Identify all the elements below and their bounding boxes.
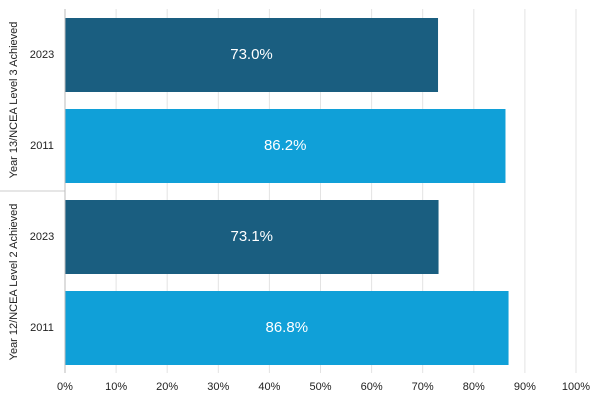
y-tick-label: 2023 <box>30 49 54 61</box>
y-tick-label: 2011 <box>30 322 54 334</box>
x-tick-label: 50% <box>309 381 331 393</box>
value-label: 86.2% <box>264 137 307 154</box>
bar <box>65 109 506 183</box>
x-tick-label: 80% <box>463 381 485 393</box>
bar <box>65 200 439 274</box>
value-label: 73.1% <box>230 228 273 245</box>
x-tick-label: 60% <box>361 381 383 393</box>
x-tick-label: 20% <box>156 381 178 393</box>
bar <box>65 18 439 92</box>
value-label: 86.8% <box>266 319 309 336</box>
x-tick-label: 40% <box>258 381 280 393</box>
x-tick-label: 30% <box>207 381 229 393</box>
x-tick-label: 0% <box>57 381 73 393</box>
x-tick-label: 10% <box>105 381 127 393</box>
x-tick-label: 70% <box>412 381 434 393</box>
y-tick-label: 2023 <box>30 231 54 243</box>
x-tick-label: 90% <box>514 381 536 393</box>
group-label: Year 13/NCEA Level 3 Achieved <box>8 22 20 179</box>
group-label: Year 12/NCEA Level 2 Achieved <box>8 204 20 361</box>
value-label: 73.0% <box>230 46 273 63</box>
x-tick-label: 100% <box>562 381 590 393</box>
y-tick-label: 2011 <box>30 140 54 152</box>
bar <box>65 291 509 365</box>
